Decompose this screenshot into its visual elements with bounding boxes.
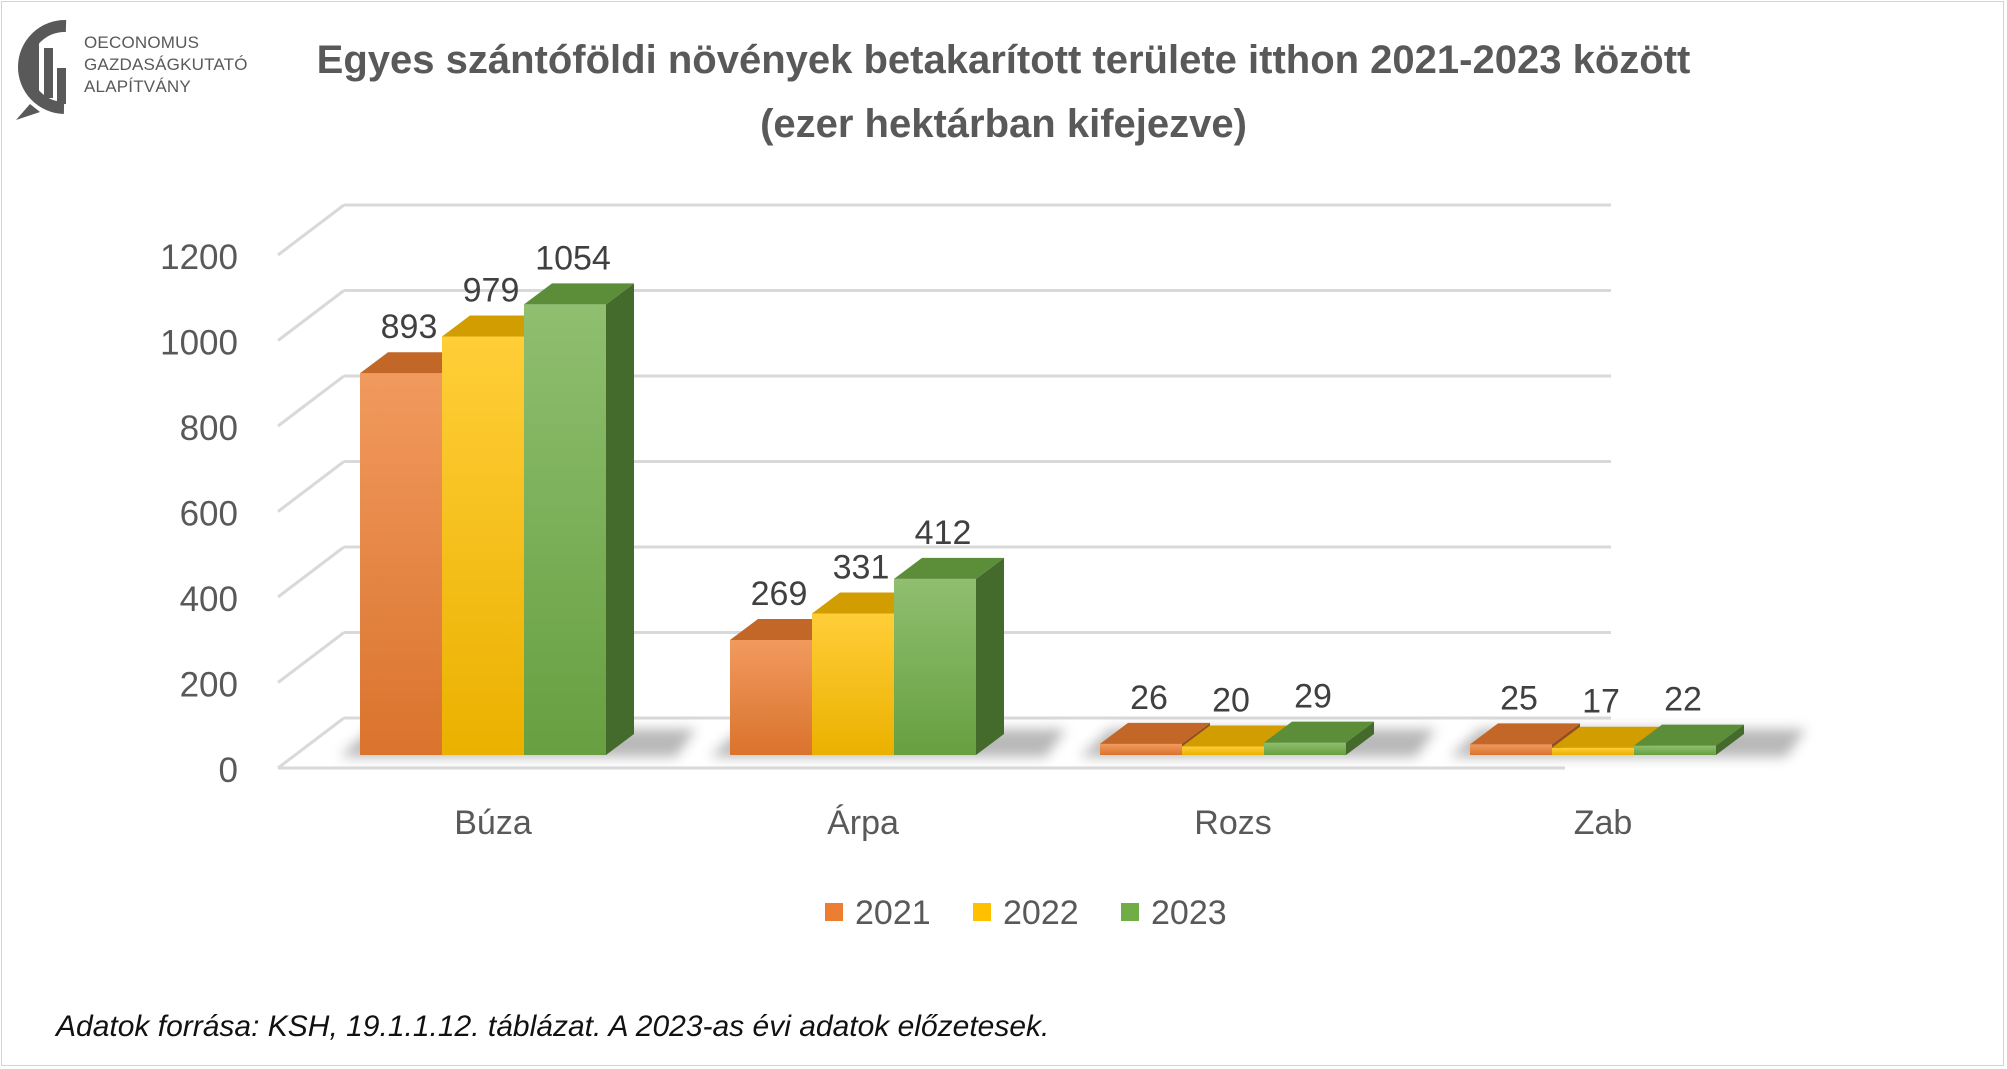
- x-tick-label: Búza: [454, 804, 532, 842]
- logo-text-line1: OECONOMUS: [84, 33, 200, 52]
- legend-label: 2022: [1003, 894, 1079, 932]
- bar: [442, 336, 524, 755]
- bar: [524, 304, 606, 755]
- bar-top: [1634, 724, 1744, 746]
- bar-top: [1264, 721, 1374, 743]
- data-label: 893: [381, 308, 438, 346]
- logo-text-line2: GAZDASÁGKUTATÓ: [84, 55, 248, 74]
- gridline-side: [277, 545, 345, 599]
- data-label: 25: [1500, 679, 1538, 717]
- y-tick-label: 600: [180, 495, 238, 534]
- legend-swatch: [973, 903, 991, 921]
- y-tick-label: 400: [180, 580, 238, 619]
- bar: [1182, 746, 1264, 755]
- bar-top: [1100, 722, 1210, 744]
- gridline-side: [277, 203, 345, 257]
- bar-side: [606, 283, 634, 755]
- gridline-side: [277, 716, 345, 770]
- x-tick-label: Rozs: [1194, 804, 1271, 842]
- bar-side: [1716, 724, 1744, 755]
- data-label: 20: [1212, 681, 1250, 719]
- bar-top: [1182, 725, 1292, 747]
- bar-top: [524, 283, 634, 305]
- bar: [1100, 743, 1182, 755]
- bar: [1470, 744, 1552, 755]
- bar-top: [1552, 726, 1662, 748]
- chart-subtitle: (ezer hektárban kifejezve): [760, 102, 1247, 146]
- data-label: 412: [915, 514, 972, 552]
- data-label: 979: [463, 271, 520, 309]
- data-label: 26: [1130, 679, 1168, 717]
- chart-title: Egyes szántóföldi növények betakarított …: [316, 38, 1691, 82]
- bar-top: [894, 557, 1004, 579]
- gridline-side: [277, 374, 345, 428]
- legend-label: 2023: [1151, 894, 1227, 932]
- legend-swatch: [825, 903, 843, 921]
- y-tick-label: 1000: [160, 324, 238, 363]
- y-tick-label: 1200: [160, 238, 238, 277]
- bar-chart: 0 200 400 600 800 1000 1200 893 979 1054 Búza 269 33…: [160, 203, 1806, 932]
- data-label: 29: [1294, 678, 1332, 716]
- bar: [730, 640, 812, 755]
- bar-side: [1346, 721, 1374, 755]
- y-tick-label: 200: [180, 666, 238, 705]
- data-label: 269: [751, 575, 808, 613]
- legend-swatch: [1121, 903, 1139, 921]
- bar-side: [976, 557, 1004, 755]
- data-label: 22: [1664, 681, 1702, 719]
- bar: [812, 613, 894, 755]
- gridline-side: [277, 631, 345, 684]
- gridline-side: [277, 460, 345, 513]
- bar: [360, 373, 442, 755]
- data-label: 331: [833, 548, 890, 586]
- data-label: 17: [1582, 683, 1620, 721]
- oeconomus-logo-icon: [16, 19, 67, 120]
- x-tick-label: Zab: [1574, 804, 1633, 842]
- bar: [1634, 745, 1716, 755]
- source-note: Adatok forrása: KSH, 19.1.1.12. táblázat…: [56, 1010, 1050, 1043]
- logo-text-line3: ALAPÍTVÁNY: [84, 77, 191, 96]
- y-tick-label: 800: [180, 409, 238, 448]
- data-label: 1054: [535, 239, 611, 277]
- legend-label: 2021: [855, 894, 931, 932]
- y-tick-label: 0: [219, 751, 238, 790]
- bar: [1264, 742, 1346, 755]
- gridline-side: [277, 289, 345, 342]
- bar: [1552, 747, 1634, 755]
- bar: [894, 578, 976, 755]
- bar-top: [1470, 723, 1580, 745]
- x-tick-label: Árpa: [827, 804, 899, 842]
